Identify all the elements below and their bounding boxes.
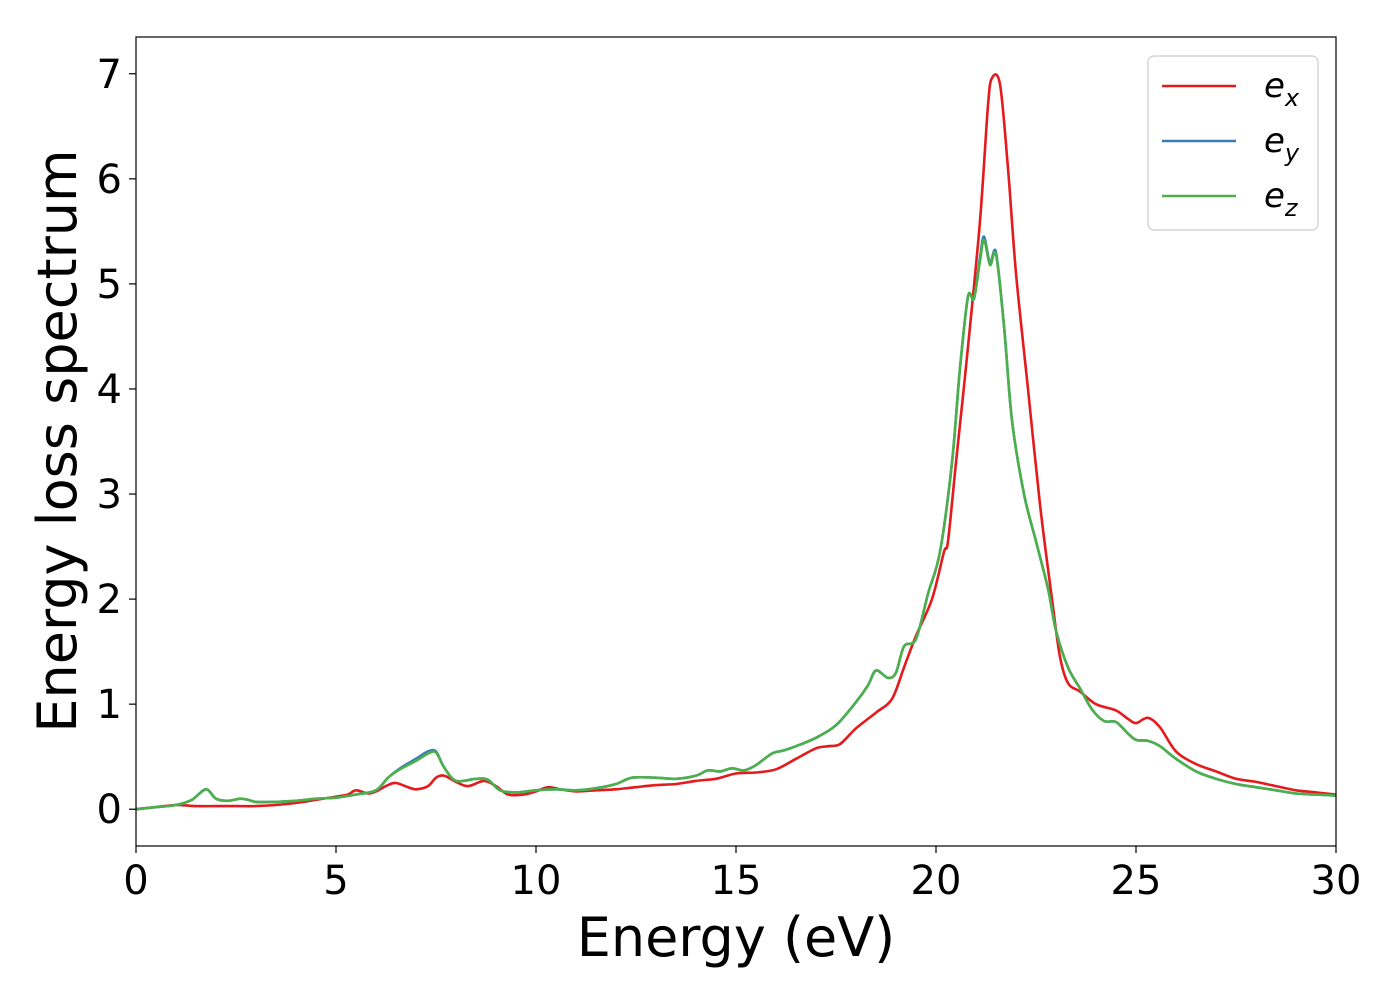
x-tick-label: 30 (1311, 858, 1362, 904)
legend-label-z: ez (1264, 176, 1299, 222)
x-tick-label: 5 (323, 858, 348, 904)
y-tick-label: 3 (97, 472, 122, 518)
y-tick-label: 7 (97, 52, 122, 98)
y-axis-title: Energy loss spectrum (26, 149, 89, 732)
x-tick-label: 25 (1111, 858, 1162, 904)
y-tick-label: 5 (97, 262, 122, 308)
x-axis-title: Energy (eV) (577, 906, 896, 969)
y-tick-label: 4 (97, 367, 122, 413)
legend: ex ey ez (1147, 55, 1319, 231)
x-tick-label: 15 (711, 858, 762, 904)
legend-label-x: ex (1264, 66, 1300, 112)
x-tick-label: 0 (123, 858, 148, 904)
series-layer (136, 73, 1336, 811)
y-tick-label: 0 (97, 787, 122, 833)
legend-box (1147, 55, 1319, 231)
x-axis: 0 5 10 15 20 25 30 (123, 846, 1361, 904)
y-tick-label: 6 (97, 157, 122, 203)
y-axis: 0 1 2 3 4 5 6 7 (97, 52, 136, 833)
y-tick-label: 1 (97, 682, 122, 728)
series-line-z (136, 238, 1336, 811)
legend-label-y: ey (1264, 121, 1300, 167)
y-tick-label: 2 (97, 577, 122, 623)
x-tick-label: 10 (511, 858, 562, 904)
x-tick-label: 20 (911, 858, 962, 904)
